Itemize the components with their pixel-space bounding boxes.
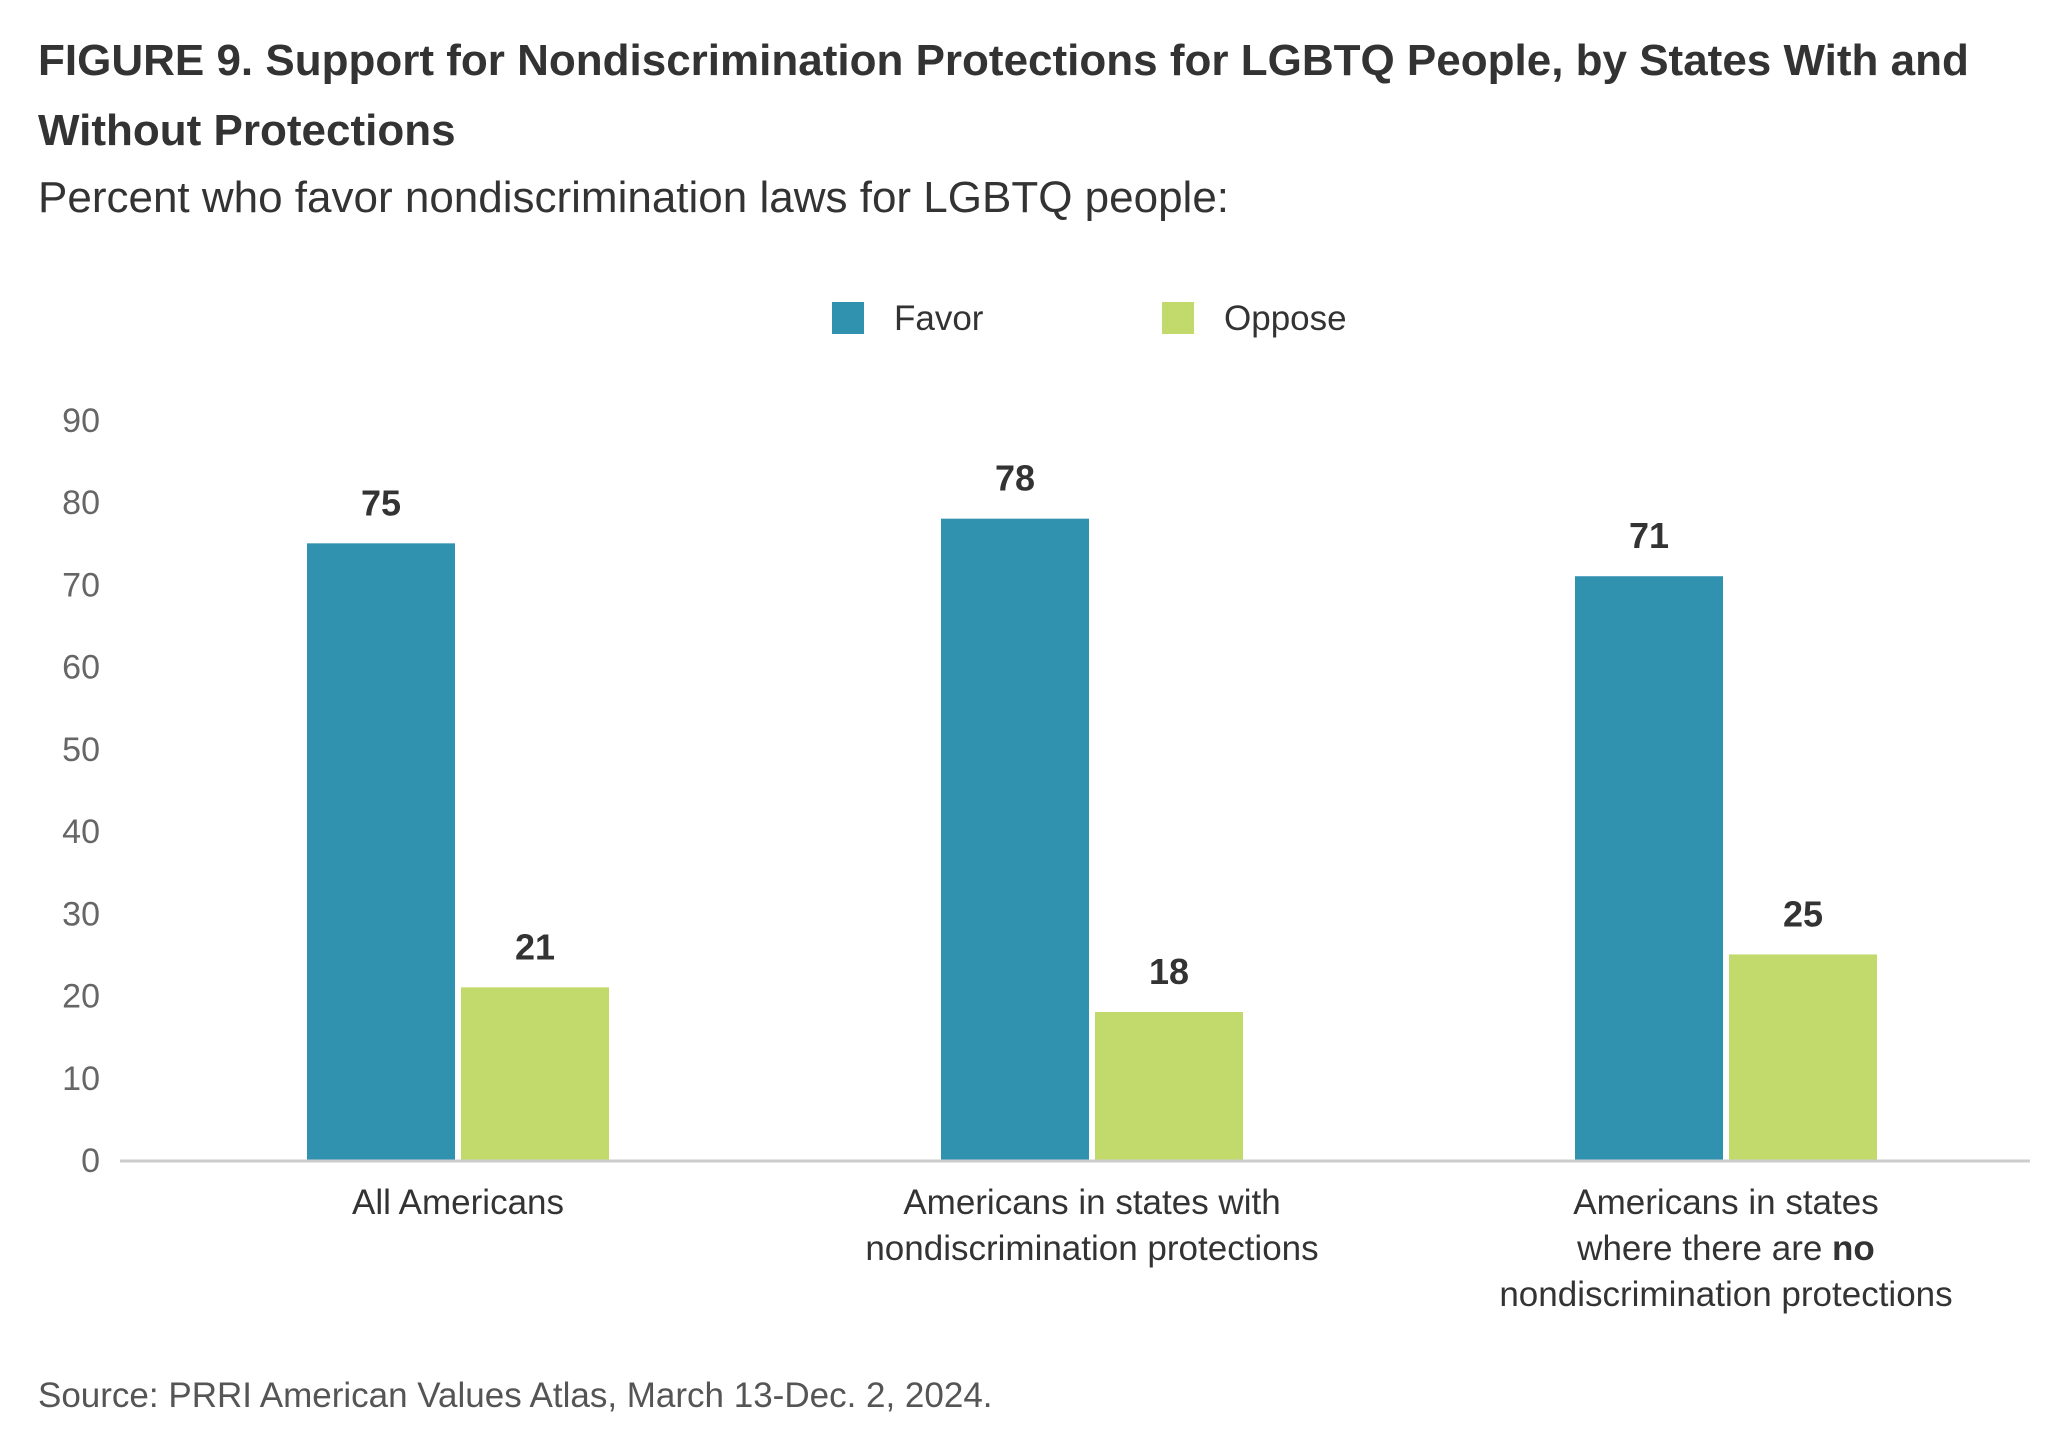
y-tick-label: 70 (62, 566, 100, 604)
category-label-text: where there are (1576, 1229, 1832, 1268)
category-label-text: nondiscrimination protections (1499, 1275, 1952, 1314)
category-label-emphasis: no (1832, 1229, 1875, 1268)
category-label-text: Americans in states with (903, 1183, 1280, 1222)
data-label-oppose: 18 (1149, 951, 1189, 992)
category-label-line: Americans in states (1573, 1183, 1878, 1222)
category-label-line: nondiscrimination protections (1499, 1275, 1952, 1314)
legend: Favor Oppose (832, 299, 1347, 338)
category-label-line: Americans in states with (903, 1183, 1280, 1222)
bar-favor (941, 518, 1089, 1160)
data-label-favor: 75 (361, 482, 401, 523)
bar-chart: Favor Oppose 0 10 20 30 40 50 60 70 80 90 75 21 78 18… (62, 299, 2030, 1314)
legend-label-favor: Favor (894, 299, 984, 338)
chart-title: FIGURE 9. Support for Nondiscrimination … (38, 36, 1969, 155)
y-tick-label: 10 (62, 1060, 100, 1098)
data-label-oppose: 25 (1783, 893, 1823, 934)
y-tick-label: 80 (62, 484, 100, 522)
y-tick-label: 90 (62, 402, 100, 440)
data-label-favor: 78 (995, 458, 1035, 499)
category-label-text: nondiscrimination protections (865, 1229, 1318, 1268)
y-tick-label: 0 (81, 1142, 100, 1180)
legend-swatch-oppose (1162, 302, 1194, 334)
y-tick-label: 40 (62, 813, 100, 851)
category-label: Americans in states with nondiscriminatio… (865, 1183, 1318, 1268)
legend-swatch-favor (832, 302, 864, 334)
source-note: Source: PRRI American Values Atlas, Marc… (38, 1376, 993, 1415)
bar-oppose (461, 987, 609, 1160)
category-label-line: All Americans (352, 1183, 564, 1222)
category-label-text: All Americans (352, 1183, 564, 1222)
y-tick-label: 60 (62, 649, 100, 687)
category-label-line: where there are no (1576, 1229, 1875, 1268)
y-tick-label: 20 (62, 978, 100, 1016)
y-axis: 0 10 20 30 40 50 60 70 80 90 (62, 402, 100, 1180)
bars (307, 518, 1877, 1160)
bar-oppose (1095, 1012, 1243, 1160)
data-label-oppose: 21 (515, 926, 555, 967)
legend-label-oppose: Oppose (1224, 299, 1347, 338)
chart-subtitle: Percent who favor nondiscrimination laws… (38, 173, 1230, 222)
bar-favor (307, 543, 455, 1160)
bar-favor (1575, 576, 1723, 1160)
data-label-favor: 71 (1629, 515, 1669, 556)
y-tick-label: 30 (62, 895, 100, 933)
bar-oppose (1729, 954, 1877, 1160)
category-label: All Americans (352, 1183, 564, 1222)
category-label-text: Americans in states (1573, 1183, 1878, 1222)
value-labels: 75 21 78 18 71 25 (361, 458, 1823, 992)
y-tick-label: 50 (62, 731, 100, 769)
category-label-line: nondiscrimination protections (865, 1229, 1318, 1268)
x-axis: All Americans Americans in states with non… (120, 1159, 2030, 1314)
category-label: Americans in states where there are no non… (1499, 1183, 1952, 1314)
